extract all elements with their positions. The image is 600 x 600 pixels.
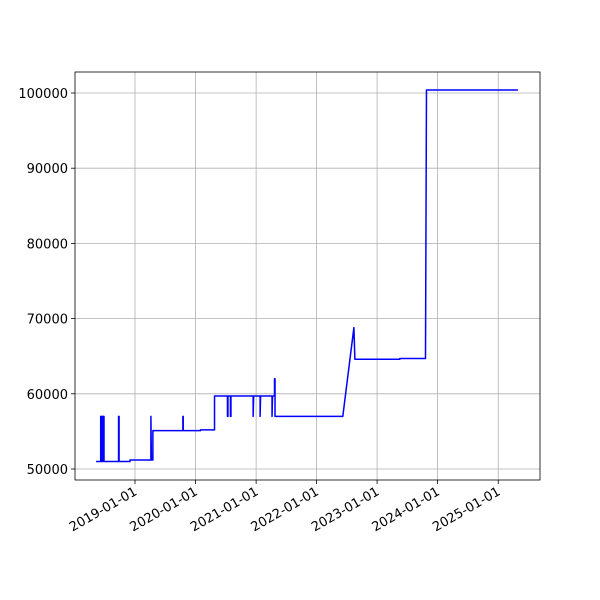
y-tick-label: 80000 — [27, 237, 68, 252]
y-tick-label: 50000 — [27, 463, 68, 478]
grid-layer — [75, 72, 540, 480]
y-tick-label: 70000 — [27, 313, 68, 328]
data-line — [96, 89, 518, 463]
y-tick-label: 60000 — [27, 388, 68, 403]
axes-frame — [74, 71, 541, 481]
y-tick-label: 90000 — [27, 162, 68, 177]
plot-layer — [96, 89, 518, 463]
y-tick-label: 100000 — [18, 87, 68, 102]
